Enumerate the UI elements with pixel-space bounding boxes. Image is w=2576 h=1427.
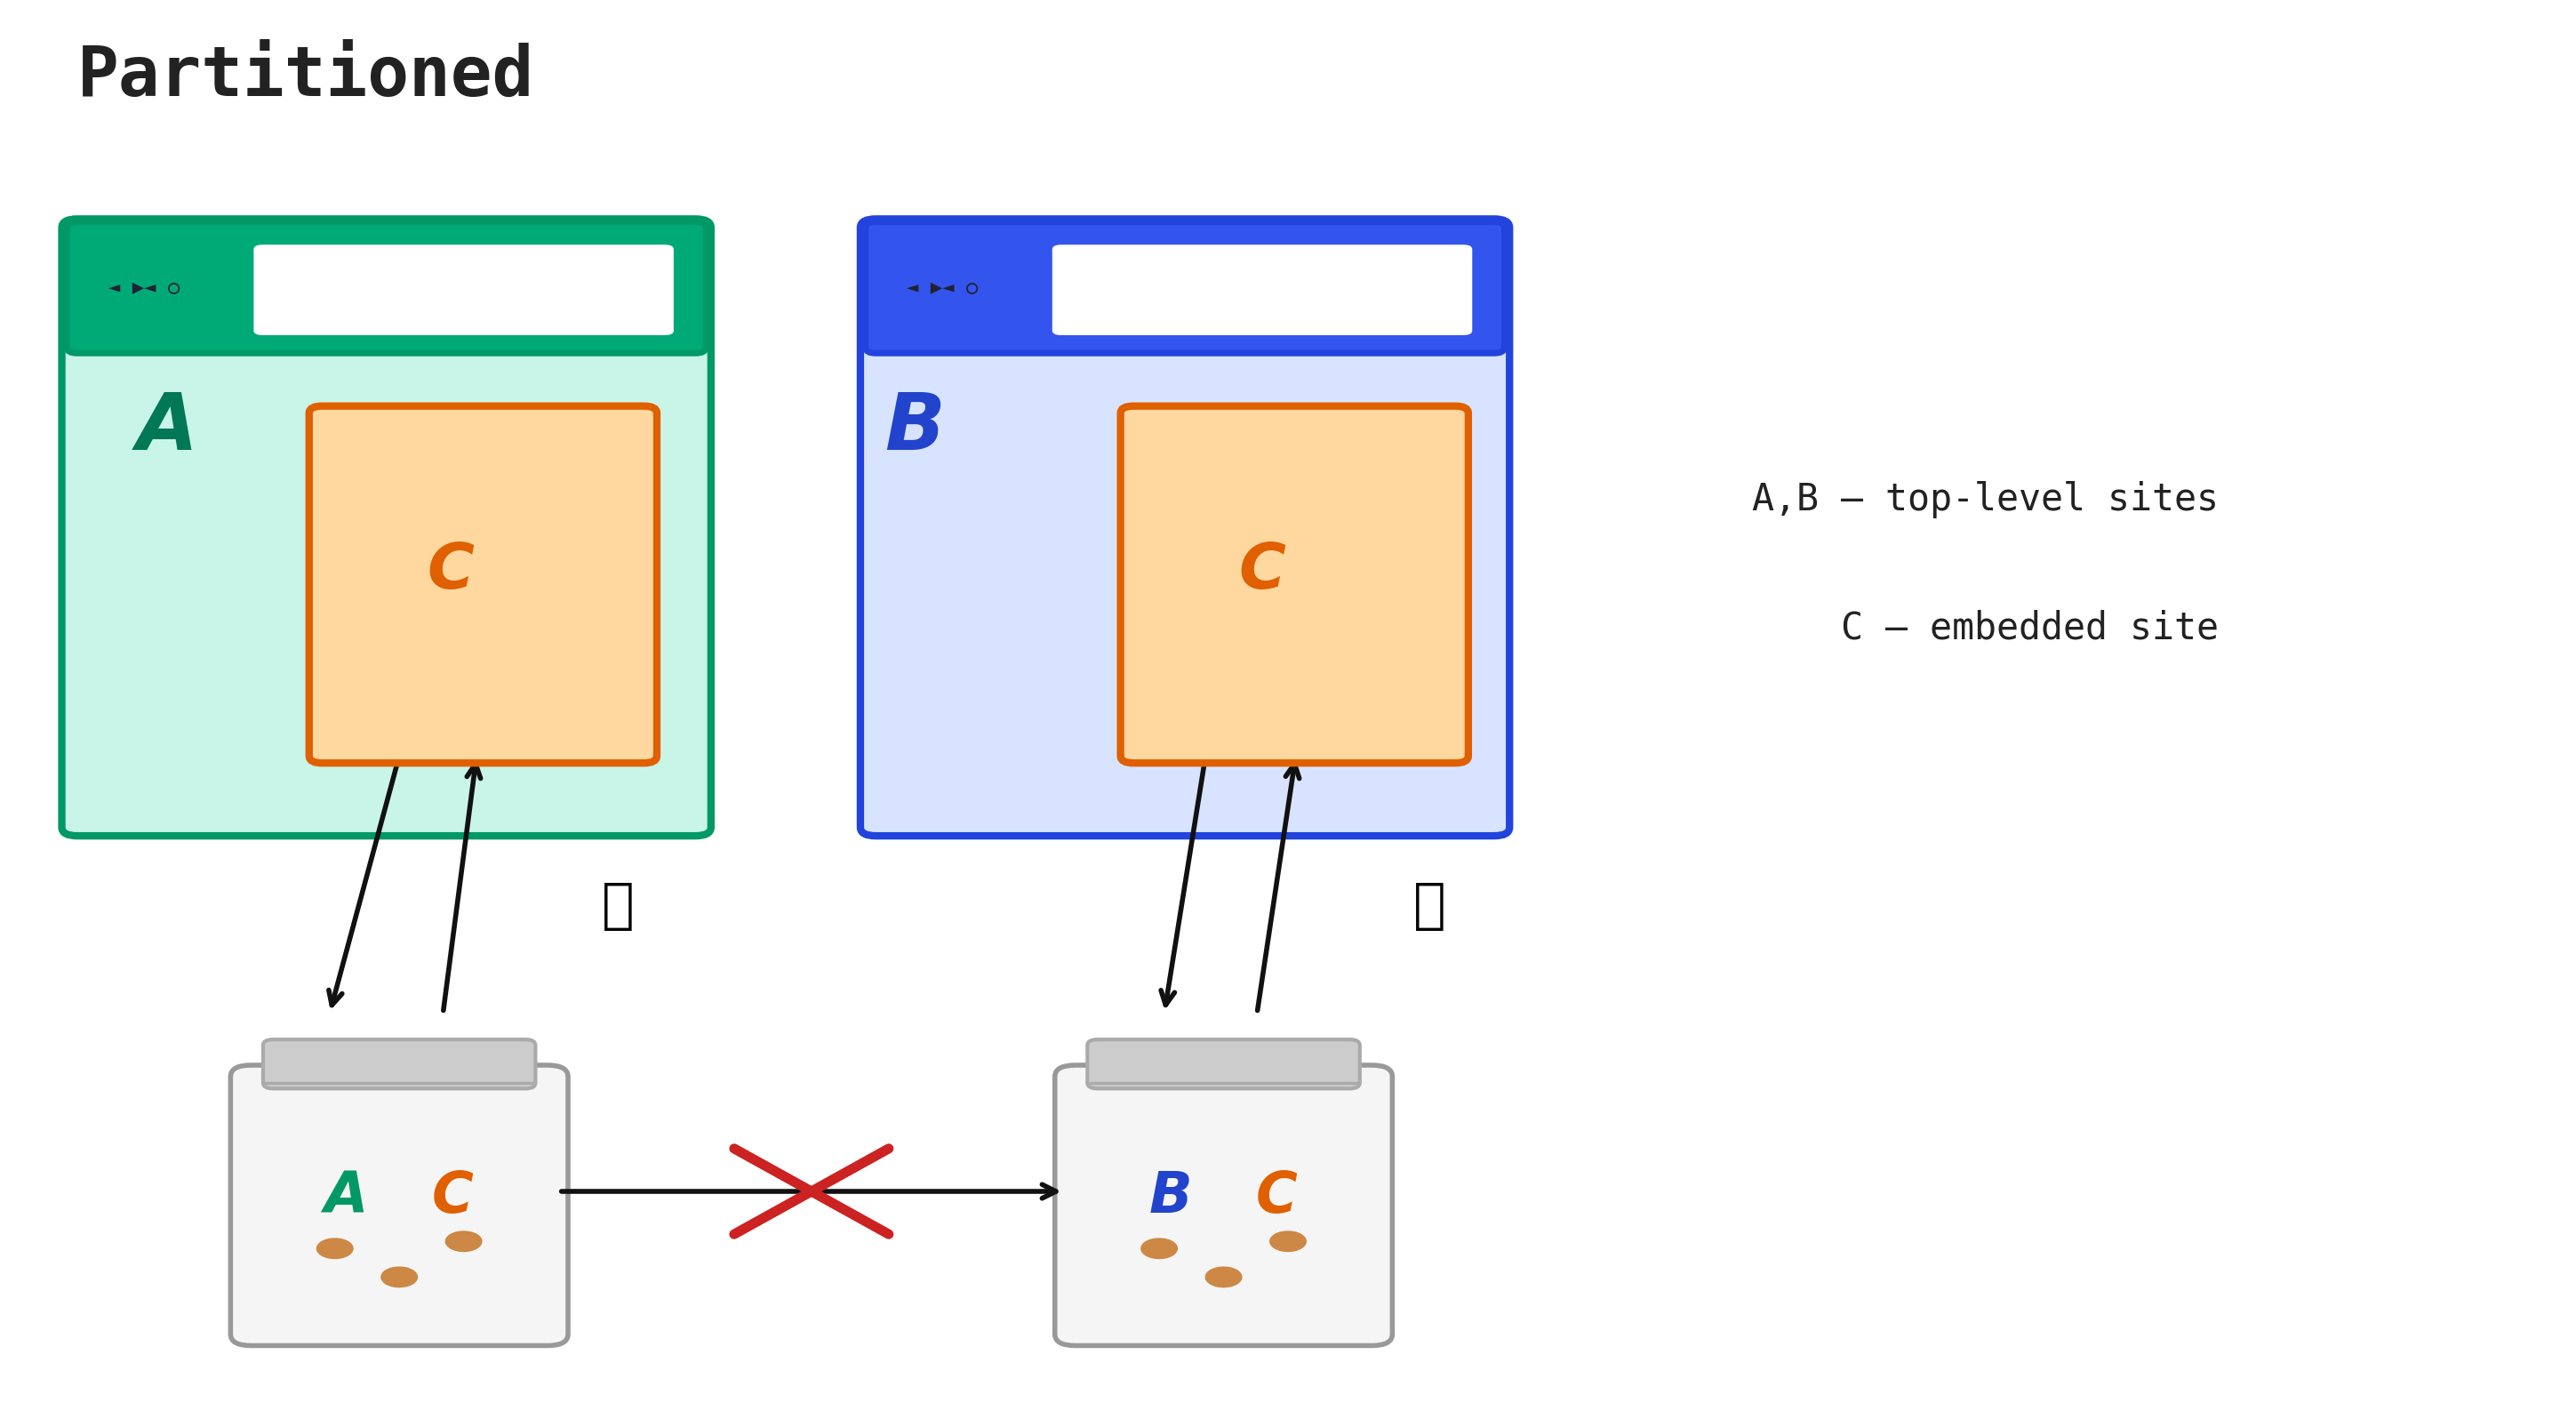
Text: 🍪: 🍪 [1414,880,1445,932]
FancyBboxPatch shape [229,1066,567,1346]
Circle shape [446,1232,482,1251]
FancyBboxPatch shape [67,223,706,354]
Text: A: A [137,390,198,467]
FancyBboxPatch shape [1051,244,1473,337]
Circle shape [317,1239,353,1259]
Text: C: C [428,541,474,601]
Text: ◄ ▶◄ ○: ◄ ▶◄ ○ [907,280,979,297]
Text: A,B – top-level sites: A,B – top-level sites [1752,481,2218,518]
FancyBboxPatch shape [1054,1066,1391,1346]
Circle shape [1270,1232,1306,1251]
FancyBboxPatch shape [1121,407,1468,763]
Circle shape [381,1267,417,1287]
FancyBboxPatch shape [62,220,711,836]
FancyBboxPatch shape [860,220,1510,836]
FancyBboxPatch shape [252,244,675,337]
Text: C: C [1239,541,1285,601]
FancyBboxPatch shape [866,223,1504,354]
FancyBboxPatch shape [1087,1040,1360,1089]
Text: B: B [1149,1169,1193,1224]
Text: 🍪: 🍪 [603,880,634,932]
Text: C: C [433,1169,474,1224]
Text: C – embedded site: C – embedded site [1752,609,2218,646]
Text: A: A [325,1169,368,1224]
Text: B: B [884,390,945,467]
Circle shape [1206,1267,1242,1287]
Text: C: C [1257,1169,1298,1224]
Text: Partitioned: Partitioned [77,43,533,110]
Circle shape [1141,1239,1177,1259]
FancyBboxPatch shape [309,407,657,763]
Text: ◄ ▶◄ ○: ◄ ▶◄ ○ [108,280,180,297]
FancyBboxPatch shape [263,1040,536,1089]
